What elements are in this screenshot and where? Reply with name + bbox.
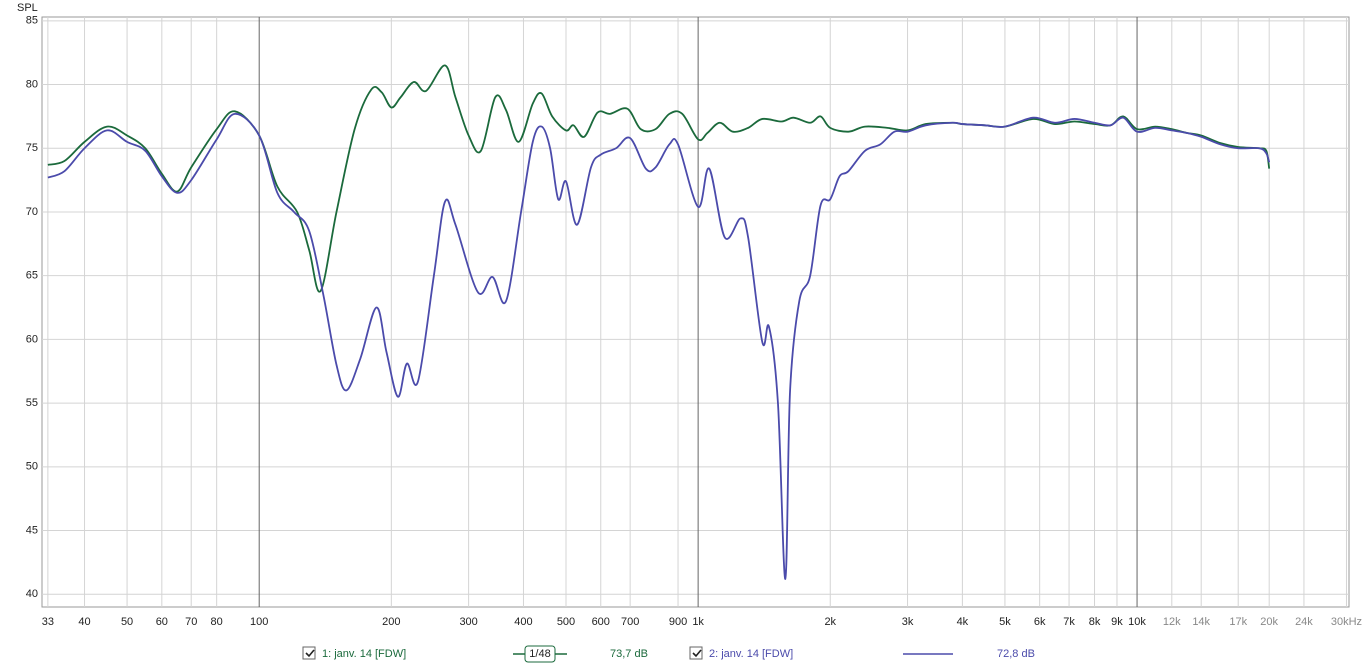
x-tick-label: 6k bbox=[1034, 616, 1046, 628]
smoothing-box[interactable] bbox=[524, 645, 556, 663]
checkbox[interactable] bbox=[689, 646, 703, 660]
series-line bbox=[47, 112, 1271, 580]
x-tick-label: 7k bbox=[1063, 616, 1075, 628]
x-tick-label: 60 bbox=[156, 616, 168, 628]
legend: 1: janv. 14 [FDW] 1/48 73,7 dB 2: janv. … bbox=[302, 645, 1035, 663]
x-tick-label: 10k bbox=[1128, 616, 1146, 628]
y-tick-label: 50 bbox=[26, 461, 38, 473]
x-tick-label: 600 bbox=[592, 616, 610, 628]
x-tick-label: 700 bbox=[621, 616, 639, 628]
legend-level: 73,7 dB bbox=[610, 648, 648, 660]
x-tick-label: 40 bbox=[78, 616, 90, 628]
y-tick-label: 40 bbox=[26, 588, 38, 600]
y-tick-label: 75 bbox=[26, 142, 38, 154]
legend-level: 72,8 dB bbox=[997, 648, 1035, 660]
x-tick-label: 5k bbox=[999, 616, 1011, 628]
checkbox[interactable] bbox=[302, 646, 316, 660]
x-tick-label: 70 bbox=[185, 616, 197, 628]
y-tick-label: 45 bbox=[26, 524, 38, 536]
y-axis-label: SPL bbox=[17, 2, 38, 14]
y-tick-label: 65 bbox=[26, 270, 38, 282]
x-tick-label: 200 bbox=[382, 616, 400, 628]
legend-label: 2: janv. 14 [FDW] bbox=[709, 648, 793, 660]
y-tick-label: 60 bbox=[26, 333, 38, 345]
x-tick-label: 400 bbox=[514, 616, 532, 628]
x-tick-label: 300 bbox=[459, 616, 477, 628]
x-tick-label: 14k bbox=[1192, 616, 1210, 628]
y-tick-label: 85 bbox=[26, 15, 38, 27]
x-tick-label: 8k bbox=[1089, 616, 1101, 628]
x-tick-label: 24k bbox=[1295, 616, 1313, 628]
x-tick-label: 30kHz bbox=[1331, 616, 1362, 628]
x-tick-label: 3k bbox=[902, 616, 914, 628]
lines bbox=[47, 64, 1271, 580]
x-tick-label: 50 bbox=[121, 616, 133, 628]
check bbox=[692, 649, 702, 658]
x-tick-label: 33 bbox=[42, 616, 54, 628]
x-tick-label: 500 bbox=[557, 616, 575, 628]
x-tick-label: 2k bbox=[824, 616, 836, 628]
smoothing-label: 1/48 bbox=[529, 648, 550, 660]
x-tick-label: 900 bbox=[669, 616, 687, 628]
x-tick-label: 9k bbox=[1111, 616, 1123, 628]
x-tick-label: 100 bbox=[250, 616, 268, 628]
y-tick-label: 70 bbox=[26, 206, 38, 218]
x-tick-label: 12k bbox=[1163, 616, 1181, 628]
x-tick-label: 20k bbox=[1260, 616, 1278, 628]
plot-area bbox=[41, 16, 1350, 608]
x-tick-label: 4k bbox=[957, 616, 969, 628]
grid bbox=[42, 17, 1349, 607]
legend-label: 1: janv. 14 [FDW] bbox=[322, 648, 406, 660]
y-tick-label: 80 bbox=[26, 78, 38, 90]
x-tick-label: 1k bbox=[692, 616, 704, 628]
x-tick-label: 17k bbox=[1229, 616, 1247, 628]
y-tick-label: 55 bbox=[26, 397, 38, 409]
check bbox=[305, 649, 315, 658]
x-tick-label: 80 bbox=[211, 616, 223, 628]
